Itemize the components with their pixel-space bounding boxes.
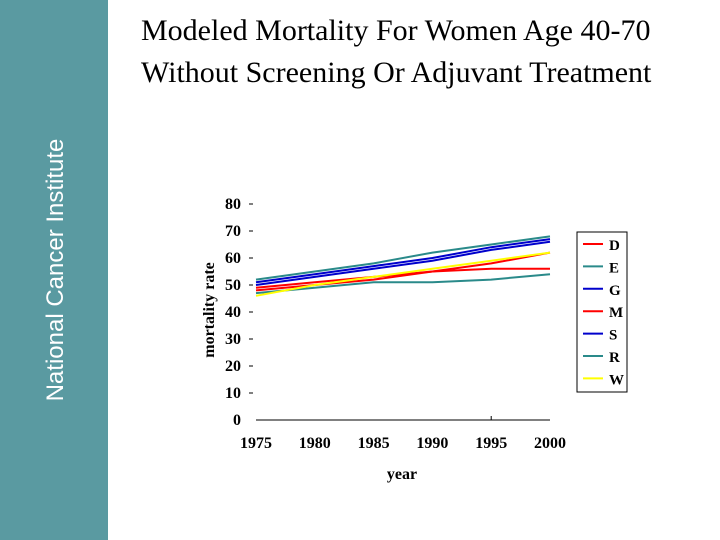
- y-axis-label: mortality rate: [201, 262, 218, 358]
- x-axis-label: year: [387, 466, 417, 483]
- legend-label-S: S: [609, 328, 617, 344]
- series-line-R: [255, 273, 551, 295]
- chart-axes: 0 10 20 30 40 50 60 70 80 1975 1980 1985 1990 1995 200…: [225, 196, 566, 452]
- chart-plot-area: [255, 235, 551, 297]
- legend-label-E: E: [609, 260, 619, 276]
- legend-label-W: W: [609, 372, 624, 388]
- series-line-E: [255, 235, 551, 281]
- y-tick-label: 50: [225, 277, 241, 294]
- sidebar-band: National Cancer Institute: [0, 0, 108, 540]
- y-tick-label: 20: [225, 358, 241, 375]
- slide-title: Modeled Mortality For Women Age 40-70 Wi…: [141, 10, 711, 94]
- slide-title-line-2: Without Screening Or Adjuvant Treatment: [141, 56, 652, 89]
- y-tick-label: 70: [225, 223, 241, 240]
- series-line-S: [255, 238, 551, 284]
- slide-title-line-1: Modeled Mortality For Women Age 40-70: [141, 14, 651, 47]
- legend-label-M: M: [609, 305, 623, 321]
- series-line-D: [255, 267, 550, 289]
- legend-label-R: R: [609, 350, 620, 366]
- x-tick-label: 1985: [358, 435, 390, 452]
- y-tick-label: 0: [233, 412, 241, 429]
- x-tick-label: 1980: [299, 435, 331, 452]
- y-tick-label: 10: [225, 385, 241, 402]
- y-tick-label: 30: [225, 331, 241, 348]
- y-tick-label: 80: [225, 196, 241, 213]
- legend-label-D: D: [609, 238, 620, 254]
- series-line-G: [255, 240, 551, 286]
- y-tick-label: 60: [225, 250, 241, 267]
- y-tick-label: 40: [225, 304, 241, 321]
- legend-label-G: G: [609, 283, 621, 299]
- x-tick-label: 2000: [534, 435, 566, 452]
- x-tick-label: 1995: [475, 435, 507, 452]
- series-line-W: [255, 251, 551, 297]
- x-tick-label: 1975: [240, 435, 272, 452]
- x-tick-label: 1990: [416, 435, 448, 452]
